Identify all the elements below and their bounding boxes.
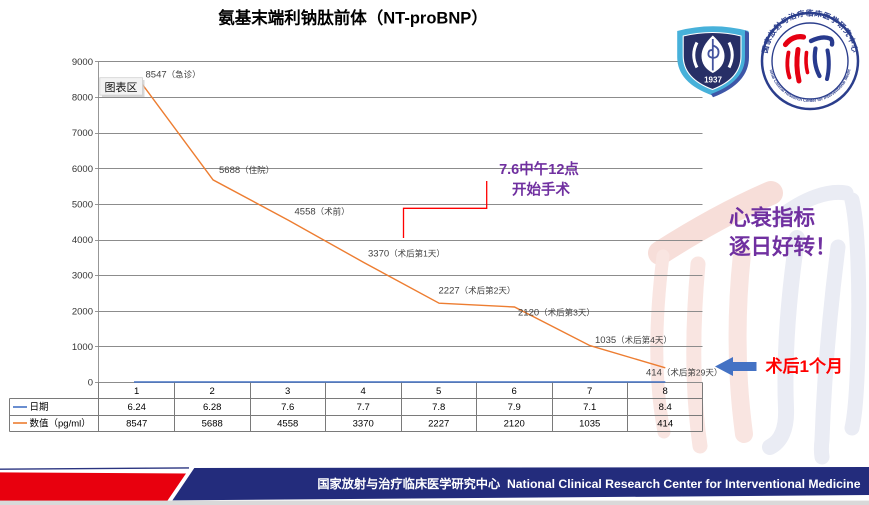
svg-text:1035（术后第4天）: 1035（术后第4天） [595,335,672,346]
svg-text:414（术后第29天）: 414（术后第29天） [646,368,722,379]
svg-text:7: 7 [587,386,592,397]
svg-text:8.4: 8.4 [659,402,672,413]
svg-text:6000: 6000 [72,164,93,175]
svg-text:7.6: 7.6 [281,402,294,413]
svg-text:4558: 4558 [277,419,298,430]
svg-text:7.9: 7.9 [508,402,521,413]
svg-text:414: 414 [657,419,673,430]
svg-text:3000: 3000 [72,271,93,282]
svg-text:1035: 1035 [579,419,600,430]
svg-text:2: 2 [210,386,215,397]
svg-text:术后1个月: 术后1个月 [766,356,843,376]
svg-text:2227（术后第2天）: 2227（术后第2天） [439,286,516,297]
svg-text:1937: 1937 [704,75,722,84]
svg-text:3: 3 [285,386,290,397]
svg-text:数值（pg/ml）: 数值（pg/ml） [30,418,91,430]
svg-text:2120: 2120 [504,419,525,430]
svg-text:5: 5 [436,386,441,397]
svg-text:6.28: 6.28 [203,402,222,413]
svg-text:0: 0 [88,378,93,389]
svg-text:7.8: 7.8 [432,402,445,413]
svg-text:6: 6 [512,386,517,397]
svg-text:9000: 9000 [72,57,93,68]
svg-text:8000: 8000 [72,93,93,104]
svg-text:国家放射与治疗临床医学研究中心 National Clin: 国家放射与治疗临床医学研究中心 National Clinical Resear… [317,476,860,491]
svg-text:4558（术前）: 4558（术前） [295,207,350,218]
svg-text:1: 1 [134,386,139,397]
svg-text:图表区: 图表区 [105,80,138,94]
svg-text:8: 8 [663,386,668,397]
svg-text:7.1: 7.1 [583,402,596,413]
svg-text:7000: 7000 [72,128,93,139]
svg-text:5688: 5688 [202,419,223,430]
svg-text:6.24: 6.24 [127,402,146,413]
svg-text:日期: 日期 [30,402,49,413]
svg-text:5000: 5000 [72,199,93,210]
svg-text:逐日好转！: 逐日好转！ [729,234,837,259]
svg-text:8547（急诊）: 8547（急诊） [146,70,201,81]
svg-text:2120（术后第3天）: 2120（术后第3天） [518,308,595,319]
svg-text:7.7: 7.7 [357,402,370,413]
svg-text:开始手术: 开始手术 [512,181,570,199]
svg-text:2227: 2227 [428,419,449,430]
svg-text:4000: 4000 [72,235,93,246]
svg-text:3370: 3370 [353,419,374,430]
svg-text:2000: 2000 [72,306,93,317]
svg-text:3370（术后第1天）: 3370（术后第1天） [368,249,445,260]
svg-text:7.6中午12点: 7.6中午12点 [499,160,579,178]
svg-text:氨基末端利钠肽前体（NT-proBNP）: 氨基末端利钠肽前体（NT-proBNP） [218,8,488,28]
svg-text:5688（住院）: 5688（住院） [219,165,274,176]
svg-text:4: 4 [361,386,366,397]
svg-text:1000: 1000 [72,342,93,353]
svg-text:8547: 8547 [126,419,147,430]
svg-text:心衰指标: 心衰指标 [729,205,816,230]
